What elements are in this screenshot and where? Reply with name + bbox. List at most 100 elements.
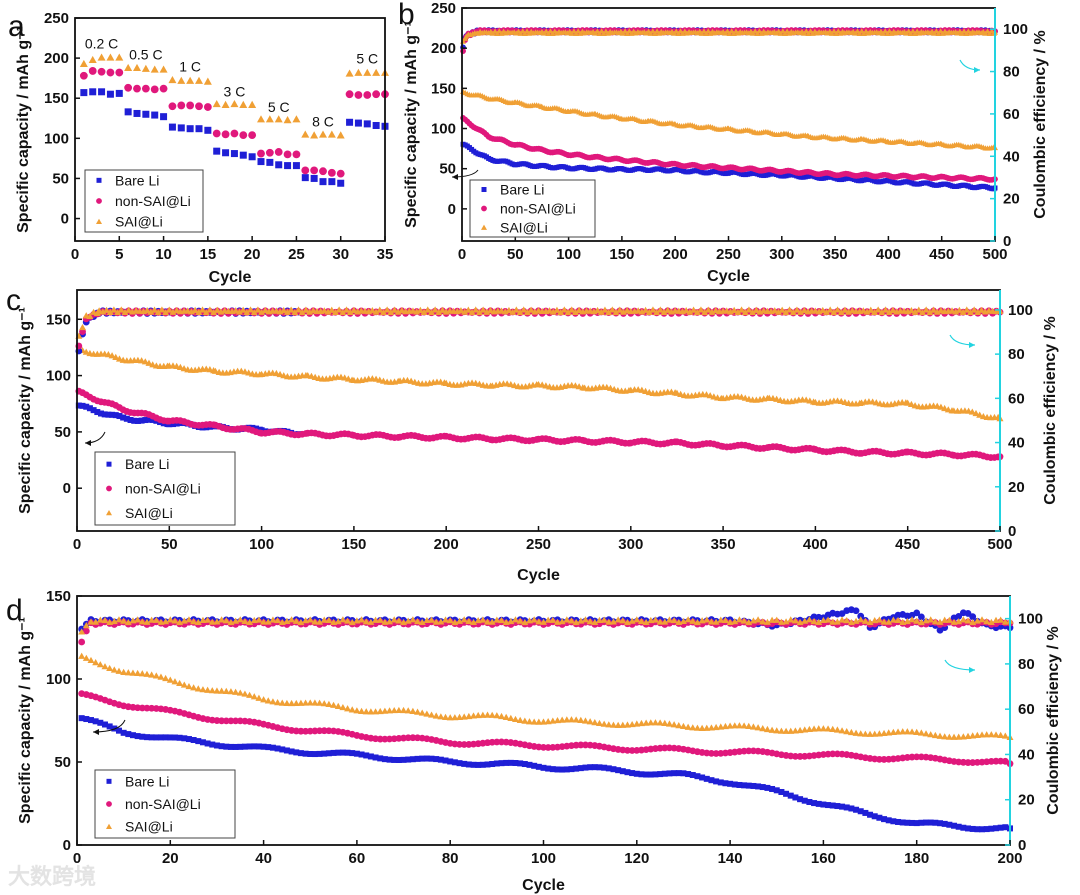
data-point: [624, 769, 631, 776]
data-point: [409, 756, 416, 763]
data-point: [82, 654, 90, 661]
data-point: [149, 416, 156, 423]
data-point: [204, 740, 211, 747]
data-point: [446, 617, 454, 624]
x-tick-label: 15: [200, 246, 217, 263]
data-point: [731, 781, 738, 788]
data-point: [787, 792, 794, 799]
data-point: [992, 616, 1000, 623]
data-point: [546, 307, 554, 314]
y-tick-label: 0: [63, 837, 71, 854]
data-point: [419, 755, 426, 762]
data-point: [493, 712, 501, 719]
data-point: [423, 755, 430, 762]
data-point: [736, 781, 743, 788]
data-point: [837, 308, 845, 316]
data-point: [479, 711, 487, 718]
data-point: [690, 306, 698, 313]
data-point: [236, 689, 244, 696]
y2-tick-label: 0: [1018, 837, 1026, 854]
data-point: [941, 404, 949, 412]
data-point: [372, 121, 380, 129]
data-point: [704, 306, 712, 313]
data-point: [334, 702, 342, 709]
data-point: [264, 697, 272, 704]
data-point: [427, 308, 435, 316]
data-point: [633, 770, 640, 777]
data-point: [815, 800, 822, 807]
data-point: [619, 768, 626, 775]
data-point: [456, 760, 463, 767]
y2-tick-label: 100: [1003, 21, 1028, 38]
data-point: [941, 820, 948, 827]
data-point: [457, 307, 465, 314]
data-point: [292, 150, 301, 159]
data-point: [180, 681, 188, 688]
data-point: [190, 618, 198, 625]
data-point: [185, 736, 192, 743]
data-point: [475, 761, 482, 768]
data-point: [609, 618, 617, 625]
y2-axis-title: Coulombic efficiency / %: [1045, 626, 1062, 814]
data-point: [557, 308, 565, 316]
data-point: [250, 616, 258, 624]
data-point: [721, 722, 729, 730]
legend-box: [469, 179, 596, 238]
data-point: [115, 68, 124, 77]
data-point: [734, 308, 742, 315]
data-point: [465, 617, 473, 624]
data-point: [153, 734, 160, 741]
data-point: [354, 91, 363, 99]
data-point: [745, 722, 753, 729]
data-point: [913, 609, 921, 617]
data-point: [889, 306, 897, 313]
data-point: [824, 725, 832, 732]
data-point: [693, 618, 701, 626]
data-point: [498, 760, 505, 767]
data-point: [797, 796, 804, 803]
data-point: [660, 308, 668, 315]
data-point: [959, 616, 967, 623]
data-point: [78, 652, 86, 659]
data-point: [435, 308, 443, 316]
data-point: [558, 618, 566, 625]
panel-c: [75, 289, 1004, 532]
data-point: [936, 732, 944, 739]
x-tick-label: 400: [803, 536, 828, 553]
data-point: [239, 306, 247, 313]
data-point: [134, 733, 141, 740]
data-point: [414, 755, 421, 762]
data-point: [377, 755, 384, 762]
data-point: [581, 717, 589, 724]
data-point: [791, 617, 799, 624]
data-point: [152, 616, 160, 623]
data-point: [283, 308, 291, 315]
data-point: [581, 616, 589, 623]
data-point: [815, 725, 823, 732]
data-point: [274, 115, 283, 123]
data-point: [805, 616, 813, 623]
data-point: [206, 306, 214, 313]
data-point: [993, 825, 1000, 832]
y2-tick-label: 100: [1008, 302, 1033, 319]
y2-tick-label: 80: [1003, 64, 1020, 81]
data-point: [292, 699, 300, 707]
data-point: [319, 178, 327, 186]
data-point: [564, 308, 572, 316]
data-point: [115, 355, 123, 362]
data-point: [470, 761, 477, 768]
data-point: [283, 150, 292, 159]
data-point: [106, 664, 114, 672]
data-point: [923, 819, 930, 826]
data-point: [684, 616, 692, 623]
data-point: [418, 709, 426, 716]
data-point: [133, 84, 141, 93]
data-point: [941, 616, 949, 623]
data-point: [675, 770, 682, 777]
data-point: [559, 766, 566, 773]
data-point: [507, 714, 515, 722]
data-point: [793, 306, 801, 313]
data-point: [142, 110, 150, 118]
data-point: [587, 764, 594, 771]
series-sai-li-ce: [78, 616, 1014, 635]
